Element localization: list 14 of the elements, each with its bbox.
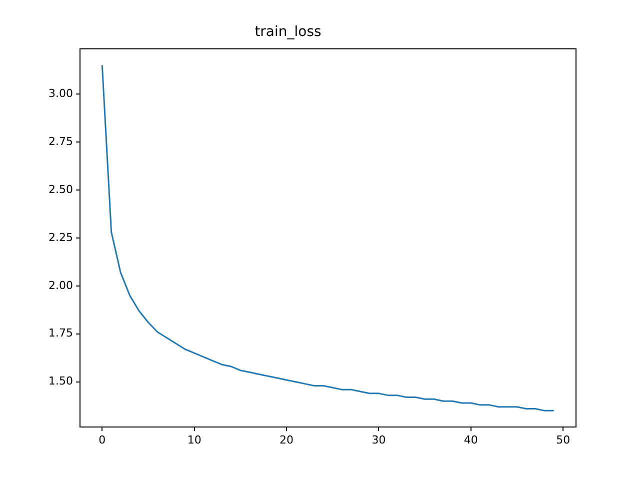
y-tick-label: 1.50: [48, 374, 73, 388]
x-tick-label: 20: [280, 433, 294, 446]
y-tick-label: 2.00: [48, 278, 73, 292]
y-tick-label: 2.25: [48, 230, 73, 244]
x-tick-label: 30: [372, 433, 386, 446]
y-tick-label: 1.75: [48, 326, 73, 340]
x-tick-label: 40: [464, 433, 478, 446]
y-tick-label: 2.75: [48, 134, 73, 148]
y-tick-label: 2.50: [48, 182, 73, 196]
x-tick-label: 0: [98, 433, 106, 446]
chart-title: train_loss: [254, 24, 322, 40]
x-tick-label: 10: [187, 433, 202, 446]
x-tick-label: 50: [556, 433, 570, 446]
y-tick-label: 3.00: [48, 86, 73, 100]
